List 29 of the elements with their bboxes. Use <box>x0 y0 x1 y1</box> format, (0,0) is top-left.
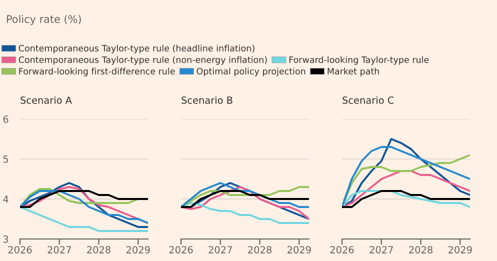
y-tick-label: 3 <box>3 235 8 243</box>
x-tick-label: 2029 <box>287 246 311 254</box>
x-tick-label: 2028 <box>248 246 272 254</box>
legend-label: Optimal policy projection <box>196 68 306 76</box>
x-tick-label: 2029 <box>448 246 472 254</box>
line-series <box>20 206 148 232</box>
y-tick-label: 4 <box>3 196 8 203</box>
chart-subtitle: Scenario A <box>20 96 72 104</box>
x-tick-label: 2028 <box>409 246 432 254</box>
y-tick-label: 5 <box>3 156 8 163</box>
x-tick-label: 2028 <box>87 246 110 254</box>
x-tick-label: 2026 <box>330 246 354 254</box>
line-series <box>20 188 140 208</box>
x-tick-label: 2026 <box>8 246 32 254</box>
x-tick-label: 2027 <box>208 246 232 254</box>
x-tick-label: 2027 <box>370 246 393 254</box>
legend-label: Contemporaneous Taylor-type rule (non-energy inflation) <box>18 56 267 65</box>
x-tick-label: 2027 <box>48 246 71 254</box>
legend-label: Forward-looking Taylor-type rule <box>289 56 429 65</box>
y-tick-label: 6 <box>3 115 8 123</box>
x-tick-label: 2026 <box>169 246 193 254</box>
line-series <box>20 190 148 208</box>
chart-title: Scenario B <box>182 96 232 104</box>
x-tick-label: 2029 <box>126 246 150 254</box>
legend-label: Market path <box>328 68 379 76</box>
chart-title: Policy rate (%) <box>7 14 81 26</box>
legend-label: Forward-looking first-difference rule <box>19 68 175 76</box>
legend-label: Contemporaneous Taylor-type rule (headline inflation) <box>18 44 254 54</box>
chart-title: Scenario C <box>342 96 394 104</box>
